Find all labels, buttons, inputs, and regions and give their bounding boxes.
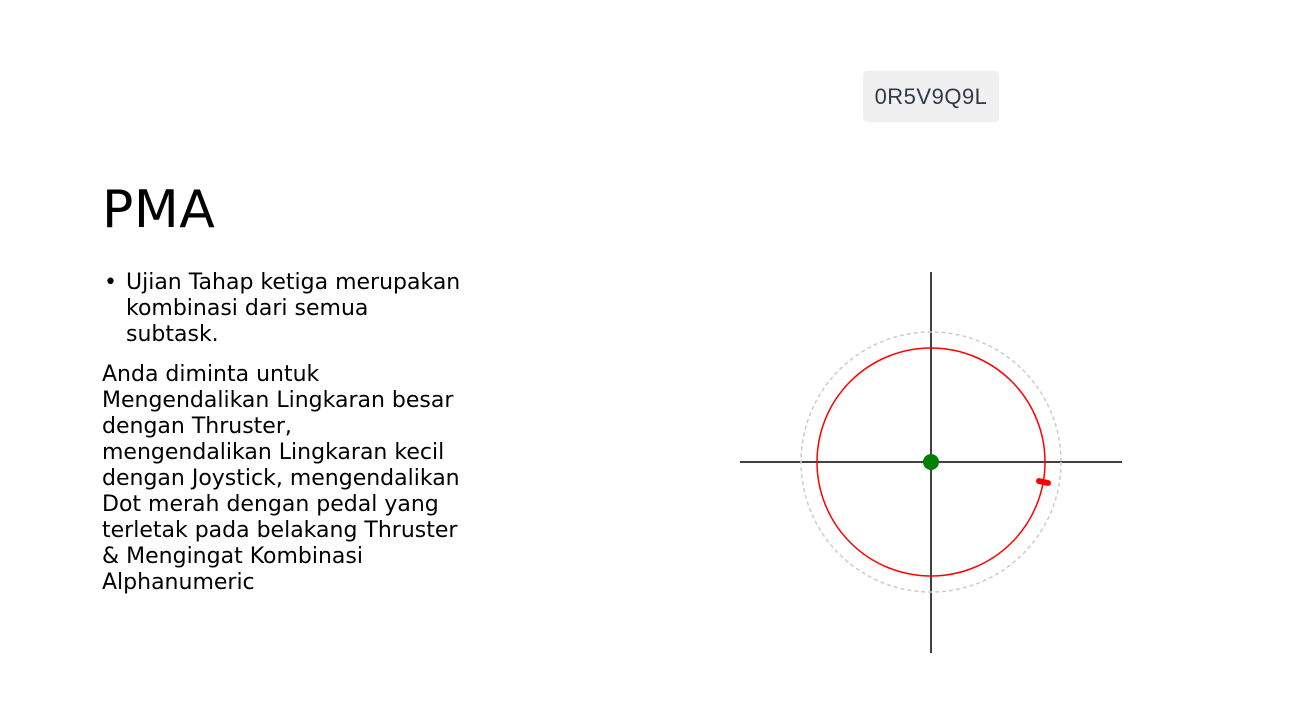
- outer-target-circle: [800, 331, 1062, 593]
- red-dot-pedal: [1036, 478, 1051, 486]
- alphanumeric-code-display: 0R5V9Q9L: [863, 71, 999, 122]
- bullet-item: Ujian Tahap ketiga merupakan kombinasi d…: [102, 270, 462, 348]
- tracking-display: [740, 272, 1122, 653]
- slide-title: PMA: [102, 180, 216, 240]
- bullet-list: Ujian Tahap ketiga merupakan kombinasi d…: [102, 270, 462, 348]
- big-circle-thruster: [816, 347, 1046, 577]
- instruction-paragraph: Anda diminta untuk Mengendalikan Lingkar…: [102, 362, 460, 595]
- small-circle-joystick-dot: [923, 454, 939, 470]
